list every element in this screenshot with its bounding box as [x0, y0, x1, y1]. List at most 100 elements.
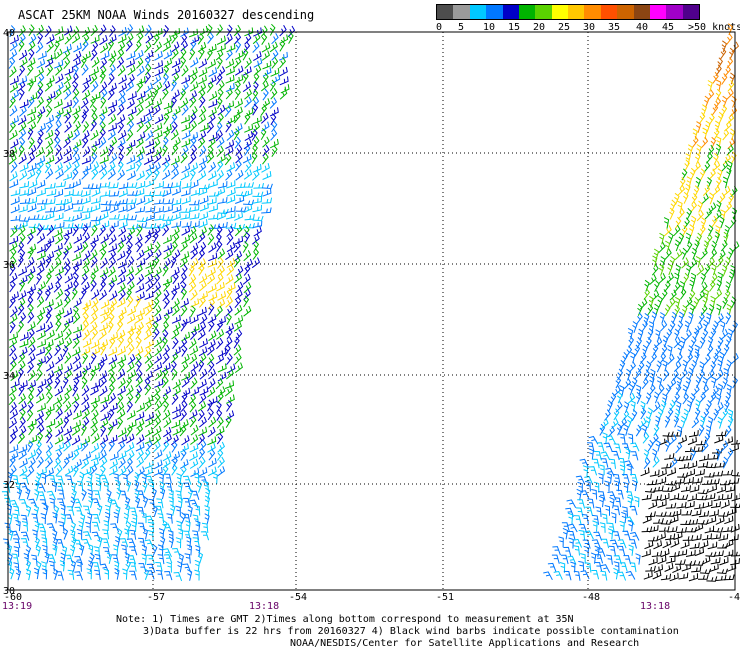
wind-barb [154, 190, 166, 196]
wind-barb [714, 345, 722, 358]
wind-barb [129, 507, 138, 518]
wind-barb [180, 361, 189, 373]
wind-barb [36, 203, 46, 213]
wind-barb [171, 404, 181, 414]
wind-barb [135, 137, 144, 149]
wind-barb [145, 273, 154, 285]
legend-tick-label: >50 knots [688, 22, 740, 33]
wind-barb [10, 188, 21, 197]
wind-barb [661, 289, 668, 301]
wind-barb [163, 554, 173, 564]
wind-barb [651, 263, 659, 276]
wind-barb [656, 376, 663, 388]
wind-barb [179, 256, 188, 268]
wind-barb [694, 502, 705, 510]
wind-barb [217, 208, 229, 215]
wind-barb [13, 562, 20, 573]
wind-barb [710, 327, 717, 340]
wind-barb [161, 218, 172, 228]
wind-barb [262, 67, 272, 77]
wind-barb [143, 448, 151, 461]
wind-barb [9, 121, 16, 133]
wind-barb [11, 530, 20, 540]
legend-swatch [649, 5, 667, 19]
wind-barb [649, 469, 660, 477]
wind-barb [190, 424, 199, 436]
wind-barb [36, 111, 43, 124]
wind-barb [17, 352, 26, 364]
wind-barb [35, 440, 42, 452]
wind-barb [558, 536, 564, 548]
wind-barb [713, 152, 719, 165]
wind-barb [45, 182, 56, 190]
wind-barb [669, 255, 676, 268]
wind-barb [191, 490, 200, 501]
wind-barb [54, 386, 64, 397]
wind-barb [81, 196, 91, 205]
wind-barb [216, 282, 225, 292]
wind-barb [243, 305, 252, 317]
wind-barb [207, 32, 214, 44]
wind-barb [235, 170, 244, 181]
wind-barb [662, 393, 668, 406]
wind-barb [225, 66, 235, 76]
wind-barb [652, 448, 658, 461]
wind-barb [225, 410, 235, 421]
wind-barb [181, 163, 191, 174]
wind-barb [36, 244, 46, 254]
wind-barb [162, 352, 170, 365]
wind-barb [674, 272, 680, 285]
wind-barb [269, 107, 279, 117]
wind-barb [45, 206, 56, 213]
wind-barb [126, 393, 134, 405]
wind-barb [47, 554, 56, 564]
wind-barb [135, 336, 142, 349]
wind-barb [44, 224, 57, 230]
legend-tick-label: 20 [533, 22, 546, 33]
wind-barb [44, 161, 52, 174]
wind-barb [42, 544, 48, 556]
wind-barb [12, 513, 19, 524]
wind-barb [251, 128, 258, 141]
wind-barb [662, 431, 674, 437]
wind-barb [90, 49, 98, 61]
wind-barb [671, 369, 679, 382]
wind-barb [46, 64, 54, 77]
wind-barb [70, 521, 77, 534]
wind-barb [181, 387, 191, 398]
wind-barb [198, 378, 207, 389]
wind-barb [127, 369, 137, 380]
wind-barb [595, 506, 602, 517]
wind-barb [189, 48, 196, 61]
wind-barb [10, 247, 17, 260]
wind-barb [727, 447, 734, 460]
wind-barb [162, 519, 168, 532]
wind-barb [727, 80, 735, 92]
wind-barb [641, 424, 648, 437]
wind-barb [10, 214, 21, 222]
wind-barb [45, 383, 52, 396]
wind-barb [685, 468, 696, 477]
wind-barb [9, 264, 16, 276]
wind-barb [722, 469, 733, 476]
wind-barb [109, 55, 116, 68]
wind-barb [596, 442, 605, 452]
wind-barb [669, 434, 677, 446]
wind-barb [198, 47, 205, 60]
wind-barb [180, 33, 188, 45]
wind-barb [726, 167, 732, 180]
wind-barb [18, 266, 28, 276]
wind-barb [641, 549, 651, 558]
wind-barb [669, 207, 675, 220]
wind-barb [701, 555, 711, 565]
wind-barb [135, 188, 145, 197]
wind-barb [54, 257, 62, 270]
wind-barb [667, 407, 674, 420]
wind-barb [725, 312, 732, 325]
wind-barb [714, 461, 726, 468]
wind-barb [136, 216, 148, 223]
wind-barb [161, 393, 169, 405]
wind-barb [617, 545, 626, 556]
wind-barb [99, 81, 108, 93]
wind-barb [136, 249, 145, 261]
